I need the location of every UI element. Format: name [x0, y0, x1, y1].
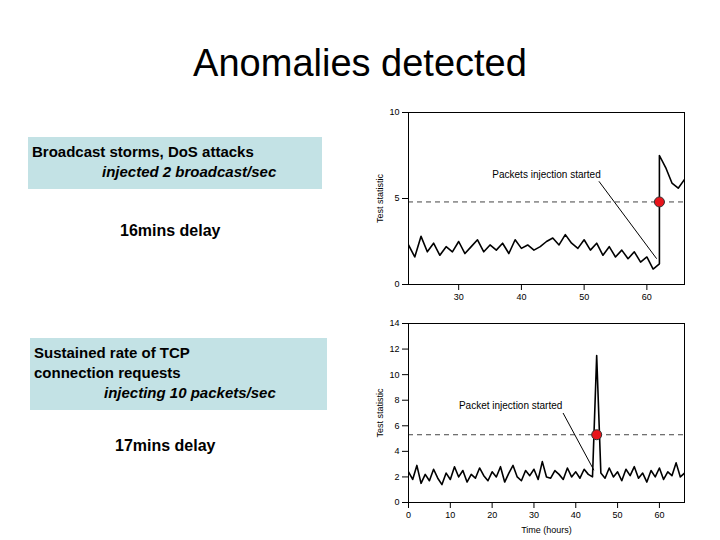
html-text:Broadcast storms, DoS attacks: Broadcast storms, DoS attacks	[32, 143, 254, 160]
svg-text:0: 0	[406, 510, 411, 520]
svg-text:Packet injection started: Packet injection started	[459, 400, 562, 411]
svg-text:30: 30	[454, 292, 464, 302]
svg-text:2: 2	[394, 472, 399, 482]
svg-text:14: 14	[389, 318, 399, 328]
html-text:injecting 10 packets/sec: injecting 10 packets/sec	[104, 384, 276, 401]
svg-text:60: 60	[642, 292, 652, 302]
svg-text:0: 0	[394, 279, 399, 289]
html-text:connection requests: connection requests	[34, 364, 181, 381]
svg-text:10: 10	[389, 370, 399, 380]
svg-text:Test statistic: Test statistic	[375, 173, 385, 223]
html-text:Sustained rate of TCP: Sustained rate of TCP	[34, 344, 190, 361]
svg-text:5: 5	[394, 193, 399, 203]
html-text:injected 2 broadcast/sec: injected 2 broadcast/sec	[102, 163, 277, 180]
html-text:Anomalies detected: Anomalies detected	[193, 42, 527, 84]
svg-text:10: 10	[389, 107, 399, 117]
svg-text:Time (hours): Time (hours)	[521, 525, 572, 535]
svg-text:60: 60	[654, 510, 664, 520]
svg-text:50: 50	[613, 510, 623, 520]
svg-text:20: 20	[487, 510, 497, 520]
svg-text:30: 30	[529, 510, 539, 520]
svg-text:4: 4	[394, 446, 399, 456]
svg-text:6: 6	[394, 421, 399, 431]
svg-text:40: 40	[571, 510, 581, 520]
svg-text:Test statistic: Test statistic	[375, 388, 385, 438]
html-text:17mins delay: 17mins delay	[115, 437, 216, 454]
svg-text:40: 40	[516, 292, 526, 302]
svg-text:10: 10	[445, 510, 455, 520]
html-text:16mins delay: 16mins delay	[120, 222, 221, 239]
svg-text:50: 50	[579, 292, 589, 302]
svg-text:12: 12	[389, 344, 399, 354]
svg-text:0: 0	[394, 497, 399, 507]
svg-text:8: 8	[394, 395, 399, 405]
svg-text:Packets injection started: Packets injection started	[492, 169, 600, 180]
